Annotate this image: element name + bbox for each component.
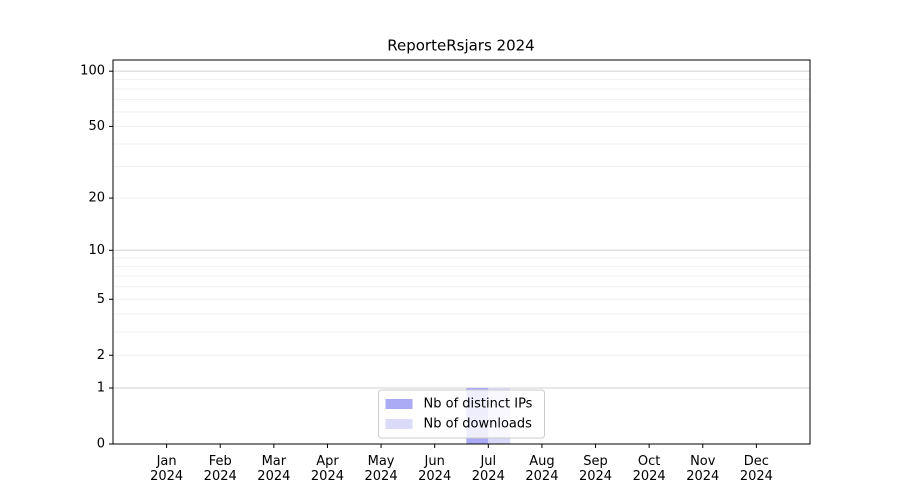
y-tick-label: 5 [97,292,105,307]
y-tick-label: 0 [97,437,105,452]
legend-label: Nb of downloads [424,417,533,432]
chart-title: ReporteRsjars 2024 [387,37,534,55]
y-tick-label: 10 [88,243,105,258]
x-tick-label: Nov 2024 [686,454,719,484]
y-tick-label: 2 [97,348,105,363]
x-tick-label: Jun 2024 [418,454,451,484]
legend-swatch [385,419,413,429]
x-tick-label: Feb 2024 [204,454,237,484]
x-tick-label: Aug 2024 [525,454,558,484]
x-tick-label: Sep 2024 [579,454,612,484]
x-tick-label: Oct 2024 [633,454,666,484]
y-tick-label: 100 [80,64,105,79]
y-tick-label: 20 [88,191,105,206]
legend-box [378,389,545,439]
legend-label: Nb of distinct IPs [424,397,533,412]
x-tick-label: Jul 2024 [472,454,505,484]
y-tick-label: 50 [88,119,105,134]
x-tick-label: Dec 2024 [740,454,773,484]
legend-swatch [385,399,413,409]
x-tick-label: Mar 2024 [257,454,290,484]
x-tick-label: Apr 2024 [311,454,344,484]
x-tick-label: May 2024 [365,454,398,484]
y-tick-label: 1 [97,381,105,396]
plot-frame [112,59,811,445]
x-tick-label: Jan 2024 [150,454,183,484]
